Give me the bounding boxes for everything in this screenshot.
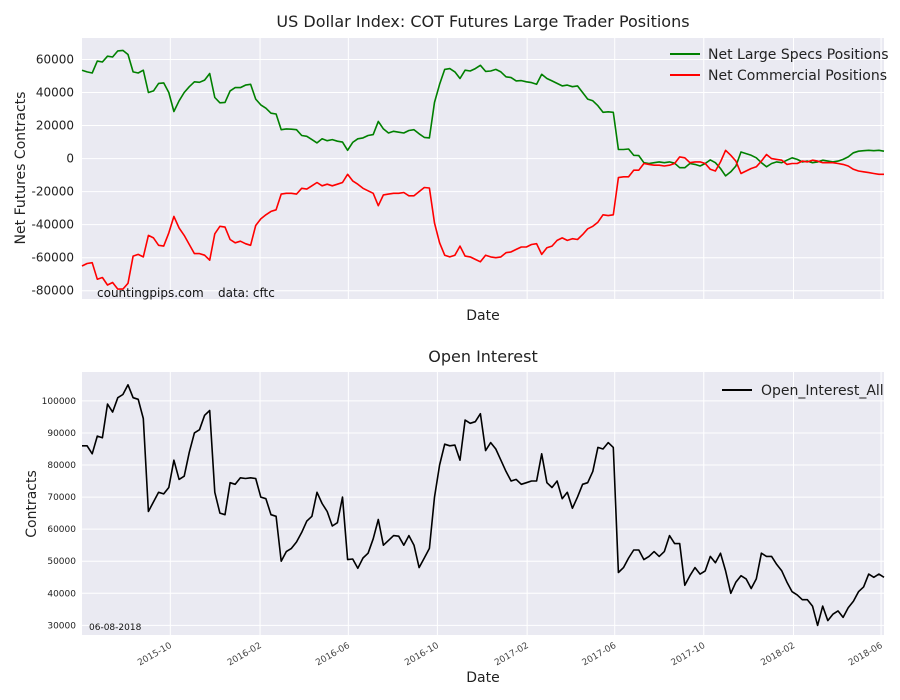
top-series-line [81,49,885,177]
bottom-y-tick-label: 40000 [47,589,76,599]
top-y-tick-label: 60000 [36,52,74,66]
top-chart-title: US Dollar Index: COT Futures Large Trade… [276,12,689,31]
bottom-y-tick-label: 50000 [47,557,76,567]
x-tick-label: 2018-06 [847,641,885,669]
bottom-y-axis-label: Contracts [24,470,40,538]
bottom-panel: 100000 90000 80000 70000 60000 50000 40000 3000… [24,347,885,686]
bottom-y-tick-label: 70000 [47,493,76,503]
legend-label-commercial: Net Commercial Positions [708,68,887,84]
source-annotation: countingpips.com [97,286,204,300]
x-tick-label: 2017-06 [581,641,619,669]
top-y-tick-label: -20000 [31,185,74,199]
x-tick-label: 2018-02 [759,641,797,668]
top-legend: Net Large Specs Positions Net Commercial… [670,47,889,84]
bottom-y-tick-label: 90000 [47,429,76,439]
x-tick-label: 2017-02 [493,641,531,668]
top-series-line [81,149,884,290]
top-y-tick-label: -40000 [31,218,74,232]
bottom-y-tick-label: 80000 [47,461,76,471]
x-tick-label: 2016-06 [314,641,352,669]
bottom-chart-title: Open Interest [428,347,537,366]
x-tick-label: 2016-02 [226,641,264,668]
legend-label-large-specs: Net Large Specs Positions [708,47,889,63]
top-y-tick-label: 0 [66,152,74,166]
bottom-x-tick-labels: 2015-10 2016-02 2016-06 2016-10 2017-02 2017-… [136,641,885,669]
top-y-tick-labels: 60000 40000 20000 0 -20000 -40000 -60000 -80000 [31,52,74,297]
bottom-series-line [82,384,885,627]
bottom-legend: Open_Interest_All [722,383,884,399]
top-y-tick-label: -80000 [31,284,74,298]
top-panel: 60000 40000 20000 0 -20000 -40000 -60000 -80000… [13,12,889,324]
top-lines [81,49,885,290]
date-annotation: 06-08-2018 [89,623,142,633]
bottom-lines [82,384,885,627]
top-y-tick-label: 20000 [36,119,74,133]
top-grid [82,38,884,299]
bottom-plot-area [82,372,884,635]
bottom-y-tick-label: 60000 [47,525,76,535]
data-annotation: data: cftc [218,286,275,300]
top-x-axis-label: Date [466,308,499,324]
bottom-y-tick-label: 100000 [42,397,77,407]
legend-label-open-interest: Open_Interest_All [761,383,884,399]
bottom-x-axis-label: Date [466,670,499,686]
top-y-axis-label: Net Futures Contracts [13,92,29,245]
bottom-y-tick-label: 30000 [47,621,76,631]
x-tick-label: 2016-10 [403,641,441,669]
bottom-y-tick-labels: 100000 90000 80000 70000 60000 50000 40000 3000… [42,397,77,632]
top-y-tick-label: -60000 [31,251,74,265]
x-tick-label: 2017-10 [670,641,708,669]
x-tick-label: 2015-10 [136,641,174,669]
top-y-tick-label: 40000 [36,86,74,100]
